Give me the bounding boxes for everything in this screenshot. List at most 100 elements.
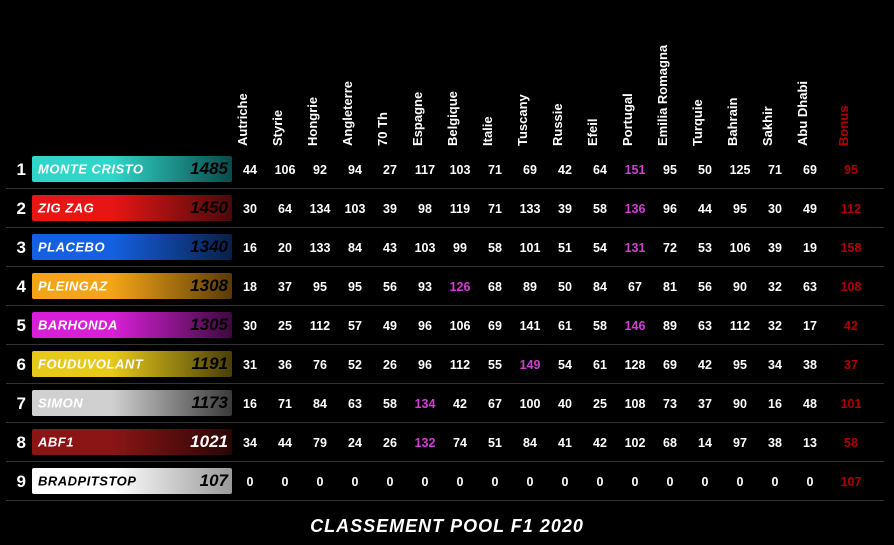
score-cell: 58 bbox=[583, 319, 617, 333]
name-bar: PLACEBO1340 bbox=[32, 234, 232, 260]
score-cell: 48 bbox=[793, 397, 827, 411]
score-cell: 81 bbox=[653, 280, 687, 294]
score-cell: 132 bbox=[408, 436, 442, 450]
race-header: Russie bbox=[550, 103, 565, 146]
player-total: 1308 bbox=[190, 276, 228, 296]
race-header: Portugal bbox=[620, 93, 635, 146]
score-cell: 84 bbox=[338, 241, 372, 255]
score-cell: 51 bbox=[478, 436, 512, 450]
player-total: 1191 bbox=[191, 354, 228, 374]
page-title: CLASSEMENT POOL F1 2020 bbox=[0, 516, 894, 537]
score-cell: 68 bbox=[478, 280, 512, 294]
score-cell: 31 bbox=[233, 358, 267, 372]
name-bar: SIMON1173 bbox=[32, 390, 232, 416]
score-cell: 102 bbox=[618, 436, 652, 450]
score-cell: 84 bbox=[513, 436, 547, 450]
score-cell: 89 bbox=[513, 280, 547, 294]
score-cell: 38 bbox=[758, 436, 792, 450]
score-cell: 128 bbox=[618, 358, 652, 372]
player-row: 5BARHONDA1305302511257499610669141615814… bbox=[0, 306, 894, 345]
bonus-cell: 37 bbox=[834, 358, 868, 372]
score-cell: 0 bbox=[443, 475, 477, 489]
score-cell: 52 bbox=[338, 358, 372, 372]
score-cell: 57 bbox=[338, 319, 372, 333]
score-cell: 0 bbox=[233, 475, 267, 489]
rank: 8 bbox=[6, 433, 26, 453]
race-header: 70 Th bbox=[375, 112, 390, 146]
race-header: Sakhir bbox=[760, 106, 775, 146]
score-cell: 0 bbox=[688, 475, 722, 489]
score-cell: 93 bbox=[408, 280, 442, 294]
score-cell: 14 bbox=[688, 436, 722, 450]
score-cell: 126 bbox=[443, 280, 477, 294]
score-cell: 108 bbox=[618, 397, 652, 411]
race-header: Espagne bbox=[410, 92, 425, 146]
score-cell: 92 bbox=[303, 163, 337, 177]
score-cell: 34 bbox=[233, 436, 267, 450]
race-header: Autriche bbox=[235, 93, 250, 146]
name-bar: BARHONDA1305 bbox=[32, 312, 232, 338]
score-cell: 149 bbox=[513, 358, 547, 372]
score-cell: 69 bbox=[478, 319, 512, 333]
score-cell: 61 bbox=[583, 358, 617, 372]
score-cell: 41 bbox=[548, 436, 582, 450]
bonus-cell: 101 bbox=[834, 397, 868, 411]
score-cell: 146 bbox=[618, 319, 652, 333]
score-cell: 98 bbox=[408, 202, 442, 216]
score-cell: 19 bbox=[793, 241, 827, 255]
score-cell: 96 bbox=[408, 319, 442, 333]
score-cell: 55 bbox=[478, 358, 512, 372]
score-cell: 133 bbox=[513, 202, 547, 216]
header-row: AutricheStyrieHongrieAngleterre70 ThEspa… bbox=[0, 30, 894, 150]
score-cell: 40 bbox=[548, 397, 582, 411]
bonus-cell: 58 bbox=[834, 436, 868, 450]
race-header: Belgique bbox=[445, 91, 460, 146]
score-cell: 63 bbox=[338, 397, 372, 411]
score-cell: 44 bbox=[268, 436, 302, 450]
score-cell: 0 bbox=[373, 475, 407, 489]
score-cell: 100 bbox=[513, 397, 547, 411]
score-cell: 39 bbox=[758, 241, 792, 255]
player-name: BARHONDA bbox=[38, 318, 118, 333]
name-bar: MONTE CRISTO1485 bbox=[32, 156, 232, 182]
rank: 6 bbox=[6, 355, 26, 375]
bonus-cell: 95 bbox=[834, 163, 868, 177]
score-cell: 103 bbox=[338, 202, 372, 216]
score-cell: 42 bbox=[688, 358, 722, 372]
score-cell: 103 bbox=[408, 241, 442, 255]
player-total: 1021 bbox=[190, 432, 228, 452]
rank: 1 bbox=[6, 160, 26, 180]
score-cell: 20 bbox=[268, 241, 302, 255]
player-row: 2ZIG ZAG14503064134103399811971133395813… bbox=[0, 189, 894, 228]
score-cell: 71 bbox=[478, 202, 512, 216]
player-name: BRADPITSTOP bbox=[38, 474, 136, 489]
score-cell: 0 bbox=[583, 475, 617, 489]
player-name: ZIG ZAG bbox=[38, 201, 94, 216]
score-cell: 37 bbox=[688, 397, 722, 411]
score-cell: 125 bbox=[723, 163, 757, 177]
score-cell: 30 bbox=[233, 202, 267, 216]
score-cell: 95 bbox=[723, 358, 757, 372]
score-cell: 96 bbox=[653, 202, 687, 216]
score-cell: 36 bbox=[268, 358, 302, 372]
score-cell: 0 bbox=[338, 475, 372, 489]
score-cell: 32 bbox=[758, 319, 792, 333]
player-row: 6FOUDUVOLANT1191313676522696112551495461… bbox=[0, 345, 894, 384]
score-cell: 106 bbox=[443, 319, 477, 333]
race-header: Abu Dhabi bbox=[795, 81, 810, 146]
score-cell: 56 bbox=[373, 280, 407, 294]
score-cell: 44 bbox=[688, 202, 722, 216]
score-cell: 76 bbox=[303, 358, 337, 372]
player-total: 1173 bbox=[191, 393, 228, 413]
score-cell: 27 bbox=[373, 163, 407, 177]
row-divider bbox=[6, 500, 884, 501]
score-cell: 151 bbox=[618, 163, 652, 177]
score-cell: 34 bbox=[758, 358, 792, 372]
score-cell: 131 bbox=[618, 241, 652, 255]
score-cell: 58 bbox=[583, 202, 617, 216]
bonus-cell: 108 bbox=[834, 280, 868, 294]
score-cell: 69 bbox=[513, 163, 547, 177]
score-cell: 58 bbox=[478, 241, 512, 255]
rank: 5 bbox=[6, 316, 26, 336]
score-cell: 42 bbox=[548, 163, 582, 177]
